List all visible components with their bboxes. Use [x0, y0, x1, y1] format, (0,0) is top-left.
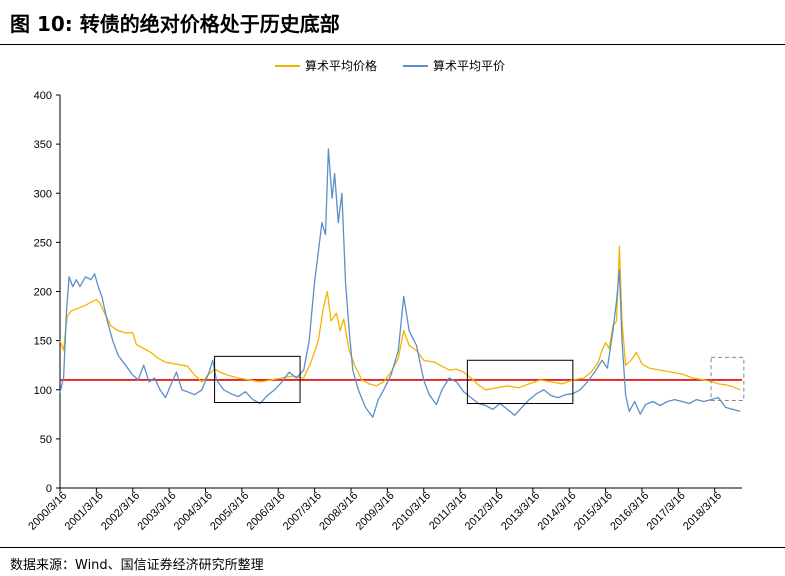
x-tick-label: 2008/3/16: [317, 490, 360, 533]
x-tick-label: 2014/3/16: [536, 490, 579, 533]
highlight-box: [710, 356, 745, 402]
page-title: 图 10: 转债的绝对价格处于历史底部: [10, 12, 340, 36]
x-tick-label: 2015/3/16: [572, 490, 615, 533]
footer-divider: [0, 547, 785, 548]
x-tick-label: 2012/3/16: [463, 490, 506, 533]
x-tick-label: 2017/3/16: [645, 490, 688, 533]
x-tick-label: 2006/3/16: [245, 490, 288, 533]
x-tick-label: 2018/3/16: [681, 490, 724, 533]
y-tick-label: 300: [34, 188, 52, 200]
x-tick-label: 2004/3/16: [172, 490, 215, 533]
y-tick-label: 350: [34, 139, 52, 151]
legend-label-average-parity: 算术平均平价: [433, 58, 505, 73]
x-tick-label: 2013/3/16: [499, 490, 542, 533]
x-tick-label: 2007/3/16: [281, 490, 324, 533]
x-tick-label: 2005/3/16: [208, 490, 251, 533]
x-tick-label: 2016/3/16: [608, 490, 651, 533]
y-tick-label: 250: [34, 237, 52, 249]
y-tick-label: 0: [46, 483, 52, 495]
x-tick-label: 2010/3/16: [390, 490, 433, 533]
x-tick-label: 2001/3/16: [63, 490, 106, 533]
x-tick-label: 2003/3/16: [135, 490, 178, 533]
highlight-box: [214, 355, 301, 404]
x-tick-label: 2002/3/16: [99, 490, 142, 533]
highlight-box: [466, 359, 574, 405]
y-tick-label: 100: [34, 385, 52, 397]
series-line-average-parity: [59, 148, 741, 418]
title-divider: [0, 44, 785, 45]
legend-label-average-price: 算术平均价格: [305, 58, 377, 73]
series-line-average-price: [59, 245, 741, 391]
source-note: 数据来源：Wind、国信证券经济研究所整理: [10, 558, 264, 573]
y-tick-label: 150: [34, 336, 52, 348]
x-tick-label: 2009/3/16: [354, 490, 397, 533]
title-bar: 图 10: 转债的绝对价格处于历史底部: [0, 0, 785, 44]
x-tick-label: 2000/3/16: [26, 490, 69, 533]
y-tick-label: 200: [34, 287, 52, 299]
y-tick-label: 50: [40, 434, 52, 446]
y-tick-label: 400: [34, 90, 52, 102]
